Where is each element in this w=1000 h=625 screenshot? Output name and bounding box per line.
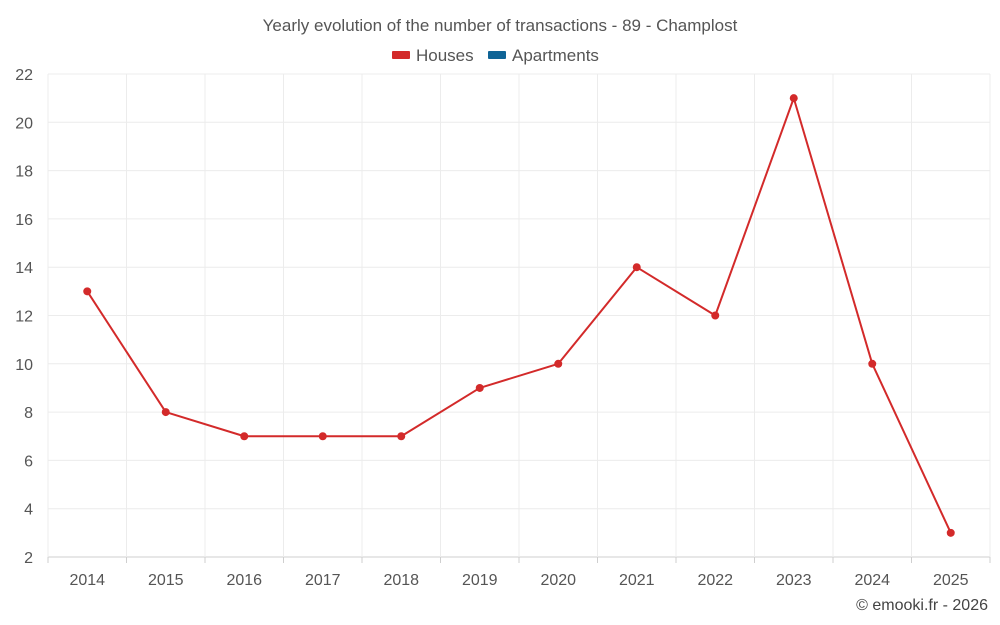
data-point-houses[interactable] — [240, 432, 249, 441]
x-tick-label: 2019 — [462, 572, 498, 589]
series-line-houses — [86, 97, 952, 534]
data-point-houses[interactable] — [161, 408, 170, 417]
legend: Houses Apartments — [392, 46, 599, 65]
data-point-houses[interactable] — [946, 528, 955, 537]
legend-label-apartments: Apartments — [512, 46, 599, 65]
legend-swatch-apartments — [488, 51, 506, 59]
x-axis-ticks: 2014 2015 2016 2017 2018 2019 2020 2021 2022 2023… — [69, 572, 968, 589]
data-point-houses[interactable] — [789, 94, 798, 103]
y-tick-label: 6 — [24, 453, 33, 470]
y-tick-label: 4 — [24, 502, 33, 519]
y-tick-label: 16 — [15, 212, 33, 229]
y-tick-label: 20 — [15, 115, 33, 132]
legend-label-houses: Houses — [416, 46, 474, 65]
x-tick-label: 2022 — [697, 572, 733, 589]
gridlines — [47, 73, 991, 563]
legend-item-apartments[interactable]: Apartments — [488, 46, 599, 65]
data-point-houses[interactable] — [318, 432, 327, 441]
legend-swatch-houses — [392, 51, 410, 59]
y-tick-label: 18 — [15, 164, 33, 181]
x-tick-label: 2016 — [226, 572, 262, 589]
credit-text: © emooki.fr - 2026 — [856, 597, 988, 614]
y-axis-ticks: 2 4 6 8 10 12 14 16 18 20 22 — [15, 67, 33, 567]
data-point-houses[interactable] — [554, 359, 563, 368]
x-tick-label: 2021 — [619, 572, 655, 589]
y-tick-label: 8 — [24, 405, 33, 422]
y-tick-label: 2 — [24, 550, 33, 567]
legend-item-houses[interactable]: Houses — [392, 46, 474, 65]
series-houses — [83, 94, 955, 537]
x-tick-label: 2024 — [854, 572, 890, 589]
x-tick-label: 2017 — [305, 572, 341, 589]
x-tick-label: 2023 — [776, 572, 812, 589]
x-tick-label: 2020 — [540, 572, 576, 589]
y-tick-label: 12 — [15, 309, 33, 326]
x-tick-label: 2025 — [933, 572, 969, 589]
data-point-houses[interactable] — [632, 263, 641, 272]
chart-title: Yearly evolution of the number of transa… — [263, 16, 738, 35]
data-point-houses[interactable] — [868, 359, 877, 368]
x-tick-label: 2015 — [148, 572, 184, 589]
x-tick-label: 2014 — [69, 572, 105, 589]
y-tick-label: 22 — [15, 67, 33, 84]
data-point-houses[interactable] — [475, 383, 484, 392]
data-point-houses[interactable] — [83, 287, 92, 296]
y-tick-label: 10 — [15, 357, 33, 374]
data-point-houses[interactable] — [711, 311, 720, 320]
x-tick-label: 2018 — [383, 572, 419, 589]
y-tick-label: 14 — [15, 260, 33, 277]
data-point-houses[interactable] — [397, 432, 406, 441]
